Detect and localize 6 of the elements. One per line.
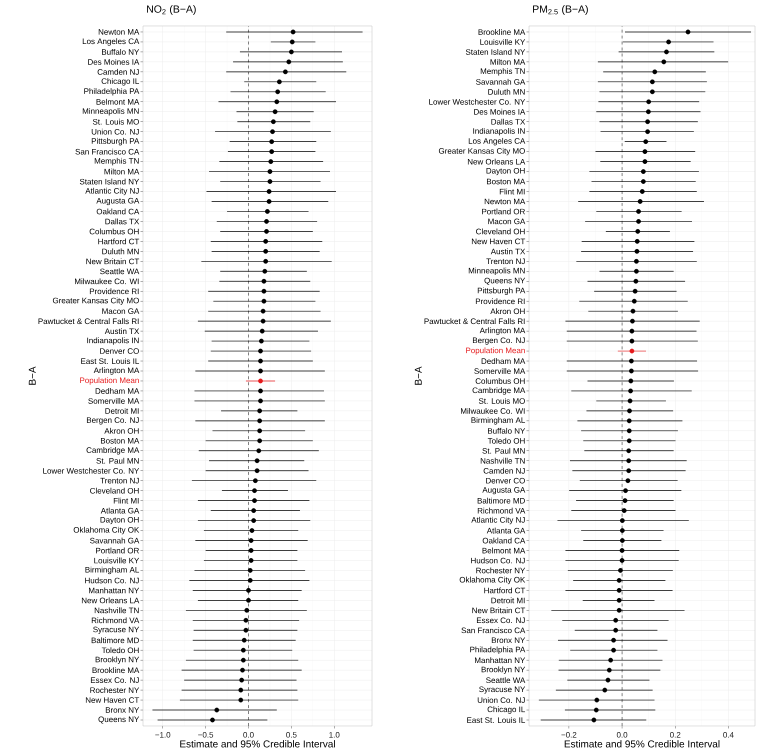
- y-axis-title: B−A: [28, 366, 36, 385]
- y-axis-title: B−A: [414, 366, 422, 385]
- chart-title: NO$_{2}$ (B−A): [147, 5, 196, 15]
- chart-title: PM$_{2.5}$ (B−A): [533, 5, 588, 15]
- x-axis-title: Estimate and 95% Credible Interval: [564, 740, 720, 748]
- x-axis-title: Estimate and 95% Credible Interval: [180, 740, 335, 748]
